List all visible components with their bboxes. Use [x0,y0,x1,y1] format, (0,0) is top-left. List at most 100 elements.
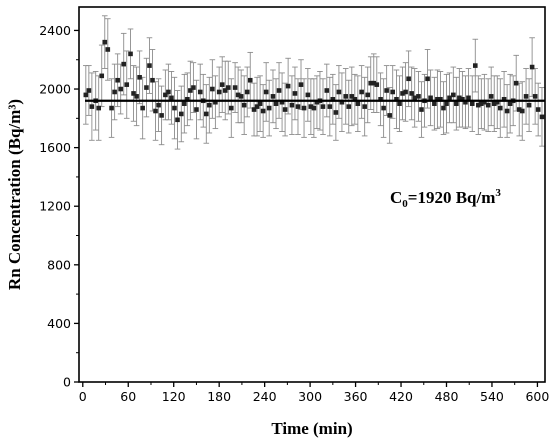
data-point [454,101,459,106]
c0-annotation: C0=1920 Bq/m3 [390,187,501,210]
data-point [394,96,399,102]
data-point [532,94,538,99]
data-point [257,101,263,106]
data-point [150,77,155,83]
x-tick-label: 120 [162,389,186,404]
data-point [488,94,494,99]
x-tick-label: 480 [435,389,459,404]
data-point [207,102,212,108]
data-point [504,108,510,114]
data-point [308,104,314,109]
data-point [381,105,386,111]
data-point [163,92,168,98]
y-tick-label: 2000 [39,82,71,97]
data-point [210,86,215,92]
data-point [254,104,260,109]
x-tick-label: 300 [298,389,322,404]
data-point [276,88,282,93]
data-point [324,88,330,93]
data-point [128,51,133,57]
x-axis-label: Time (min) [271,419,352,438]
data-point [197,89,203,95]
data-point [419,107,424,112]
data-points [83,39,545,123]
data-point [523,94,529,99]
plot-frame [78,6,546,383]
data-point [279,99,285,105]
data-point [153,108,158,114]
data-point [147,63,152,68]
data-point [134,94,139,99]
data-point [384,88,389,93]
data-point [121,61,127,67]
data-point [516,107,522,112]
data-point [371,80,377,86]
data-point [263,89,269,95]
data-point [305,92,311,98]
x-tick-label: 420 [389,389,413,404]
data-point [89,104,95,109]
data-point [166,89,171,95]
data-point [115,77,120,83]
data-point [355,101,361,106]
data-point [378,96,383,102]
data-point [403,89,408,95]
data-point [219,82,225,87]
y-tick-label: 0 [63,375,71,390]
data-point [485,102,491,108]
data-point [494,99,500,105]
data-point [425,76,430,82]
data-point [343,94,349,99]
data-point [406,76,411,82]
data-point [83,92,89,98]
data-point [368,80,374,86]
y-tick-label: 1600 [39,140,71,155]
data-point [362,104,367,109]
data-point [374,82,380,87]
y-axis-ticks: 0 400 800 1200 1600 2000 2400 [39,23,79,390]
data-point [457,95,462,101]
data-point [241,102,247,108]
data-point [175,117,180,123]
data-point [519,108,525,114]
data-point [182,101,187,106]
data-point [235,92,241,98]
annotation-subscript: 0 [402,198,408,210]
data-point [336,89,342,95]
x-tick-label: 180 [207,389,231,404]
data-point [270,94,276,99]
data-point [260,108,266,114]
x-tick-label: 60 [120,389,136,404]
data-point [497,105,503,111]
data-point [349,94,355,99]
data-point [320,104,326,109]
data-point [213,99,218,105]
y-tick-label: 2400 [39,23,71,38]
data-point [118,86,123,92]
data-point [539,114,545,120]
data-point [444,101,449,106]
data-point [156,102,161,108]
data-point [298,82,304,87]
data-point [479,101,484,106]
data-point [432,101,437,106]
data-point [507,101,513,106]
data-point [400,91,405,96]
data-point [109,105,114,111]
data-point [359,89,364,95]
data-point [266,105,272,111]
data-point [476,102,481,108]
data-point [469,101,475,106]
y-tick-label: 1200 [39,199,71,214]
data-point [238,94,244,99]
data-point [295,104,301,109]
data-point [169,95,174,101]
annotation-superscript: 3 [495,187,501,199]
data-point [112,89,117,95]
data-point [86,88,92,93]
data-point [314,99,320,105]
data-point [435,96,440,102]
data-point [482,99,487,105]
data-point [178,111,184,117]
